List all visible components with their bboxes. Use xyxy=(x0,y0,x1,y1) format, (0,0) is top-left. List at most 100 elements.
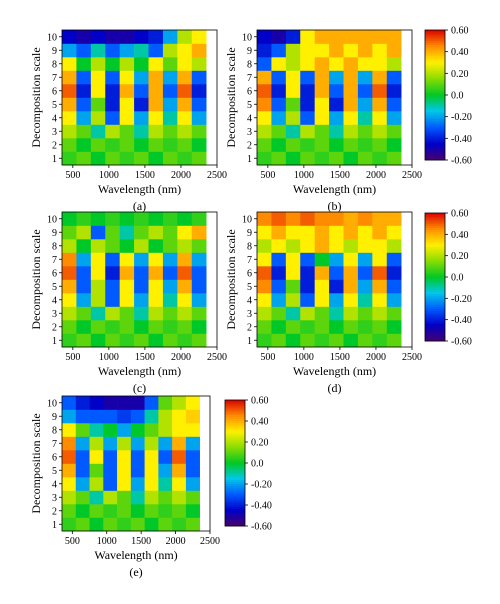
y-tick-label: 1 xyxy=(247,154,252,165)
y-tick-label: 6 xyxy=(247,268,252,279)
colorbar-segment xyxy=(425,338,445,342)
colorbar-segment xyxy=(425,298,445,301)
heatmap-cell xyxy=(257,333,272,348)
colorbar-tick-label: -0.20 xyxy=(451,294,472,305)
heatmap-cell xyxy=(117,450,132,464)
heatmap-cell xyxy=(117,423,132,437)
heatmap-cell xyxy=(357,84,373,98)
colorbar-segment xyxy=(425,311,445,314)
heatmap-cell xyxy=(329,306,344,321)
colorbar-segment xyxy=(425,225,445,229)
heatmap-cell xyxy=(357,151,373,166)
heatmap-cell xyxy=(130,409,145,424)
heatmap-cell xyxy=(130,450,145,464)
y-tick-label: 4 xyxy=(52,479,57,490)
colorbar: 0.60 0.40 0.20 0.0 -0.20 -0.40 -0.60 xyxy=(424,26,472,167)
heatmap-cell xyxy=(90,333,106,348)
heatmap-cell xyxy=(90,57,106,71)
colorbar-tick-label: 0.40 xyxy=(451,230,469,241)
heatmap-cell xyxy=(172,396,187,410)
colorbar-segment xyxy=(425,223,445,227)
y-tick-label: 8 xyxy=(247,241,252,252)
colorbar-segment xyxy=(425,43,445,46)
colorbar-tick-label: 0.60 xyxy=(451,26,469,37)
heatmap-cell xyxy=(172,490,187,505)
heatmap-cell xyxy=(162,43,178,58)
heatmap-cell xyxy=(76,84,92,98)
y-axis-label: Decomposition scale xyxy=(29,413,43,513)
colorbar-segment xyxy=(225,429,245,432)
panel-caption: (b) xyxy=(328,199,342,213)
y-tick-label: 5 xyxy=(52,100,57,111)
colorbar-segment xyxy=(225,431,245,434)
colorbar-segment xyxy=(225,498,245,502)
colorbar-tick-label: -0.60 xyxy=(251,522,272,533)
heatmap-cell xyxy=(271,239,287,253)
heatmap-cell xyxy=(191,306,207,321)
heatmap-cell xyxy=(343,279,359,294)
colorbar-segment xyxy=(225,456,245,460)
x-tick-label: 1000 xyxy=(99,352,119,363)
heatmap-cell xyxy=(357,43,373,58)
heatmap-cell xyxy=(257,70,272,85)
panel-e: 1 2 3 4 5 6 7 8 9 10 500 1000 1500 2000 2500 Wavelength… xyxy=(29,395,220,579)
heatmap-cell xyxy=(343,333,359,348)
heatmap-cell xyxy=(148,212,164,226)
heatmap-cell xyxy=(177,239,193,253)
heatmap-cell xyxy=(62,84,77,98)
x-tick-label: 2000 xyxy=(171,170,191,181)
colorbar-segment xyxy=(425,232,445,235)
heatmap-cell xyxy=(343,239,359,253)
heatmap-cell xyxy=(372,252,388,267)
heatmap-cell xyxy=(257,212,272,226)
heatmap-cell xyxy=(177,320,193,334)
heatmap-cell xyxy=(76,252,92,267)
y-tick-label: 2 xyxy=(52,140,57,151)
heatmap-cell xyxy=(177,279,193,294)
heatmap-cell xyxy=(162,212,178,226)
colorbar-segment xyxy=(425,315,445,318)
y-tick-label: 1 xyxy=(247,336,252,347)
heatmap-cell xyxy=(285,57,301,71)
colorbar-segment xyxy=(425,66,445,70)
heatmap-cell xyxy=(185,409,200,424)
colorbar-segment xyxy=(225,450,245,453)
colorbar-tick-label: 0.0 xyxy=(451,91,464,102)
colorbar-segment xyxy=(425,247,445,250)
heatmap-cell xyxy=(148,306,164,321)
heatmap-cell xyxy=(75,423,90,437)
heatmap-cell xyxy=(386,266,402,280)
heatmap-cell xyxy=(148,320,164,334)
heatmap-cell xyxy=(357,124,373,139)
heatmap-cell xyxy=(314,306,330,321)
colorbar-tick-label: 0.0 xyxy=(251,459,264,470)
heatmap-cell xyxy=(386,320,402,334)
heatmap-cell xyxy=(314,57,330,71)
heatmap-cell xyxy=(172,436,187,451)
colorbar-tick-label: 0.60 xyxy=(251,396,269,407)
heatmap-cell xyxy=(162,293,178,307)
panel-caption: (a) xyxy=(133,199,146,213)
heatmap-cell xyxy=(300,293,315,307)
heatmap-cell xyxy=(271,320,287,334)
heatmap-cell xyxy=(329,266,344,280)
panel-caption: (c) xyxy=(133,381,146,395)
heatmap-cell xyxy=(148,57,164,71)
colorbar-segment xyxy=(425,259,445,263)
heatmap-cell xyxy=(117,409,132,424)
y-tick-label: 4 xyxy=(247,295,252,306)
colorbar-segment xyxy=(425,108,445,111)
colorbar-segment xyxy=(425,326,445,329)
heatmap-cell xyxy=(191,111,207,125)
colorbar-segment xyxy=(225,471,245,474)
colorbar-segment xyxy=(425,149,445,152)
heatmap-cell xyxy=(300,43,315,58)
x-axis-label: Wavelength (nm) xyxy=(98,182,181,196)
heatmap-cell xyxy=(62,436,77,451)
heatmap-cell xyxy=(75,517,90,532)
colorbar-segment xyxy=(425,334,445,338)
heatmap-cell xyxy=(300,111,315,125)
heatmap-cell xyxy=(144,396,159,410)
heatmap-cell xyxy=(90,212,106,226)
heatmap-cell xyxy=(271,279,287,294)
